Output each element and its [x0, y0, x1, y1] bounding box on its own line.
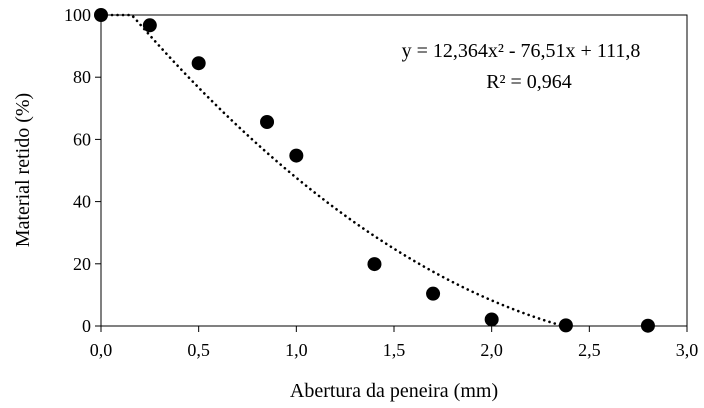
data-points — [94, 8, 655, 333]
y-axis-ticks: 0 20 40 60 80 100 — [64, 5, 101, 336]
y-axis-title: Material retido (%) — [12, 93, 34, 247]
x-tick-label: 1,0 — [285, 340, 308, 360]
y-tick-label: 100 — [64, 5, 91, 25]
x-tick-label: 2,0 — [480, 340, 503, 360]
data-point — [94, 8, 108, 22]
x-tick-label: 1,5 — [383, 340, 406, 360]
x-axis-title: Abertura da peneira (mm) — [290, 380, 498, 402]
data-point — [191, 56, 206, 71]
y-tick-label: 60 — [73, 129, 91, 149]
trendline — [99, 13, 562, 327]
y-tick-label: 20 — [73, 254, 91, 274]
x-tick-label: 3,0 — [676, 340, 699, 360]
data-point — [426, 286, 441, 301]
y-tick-label: 0 — [82, 316, 91, 336]
data-point — [558, 318, 573, 333]
x-tick-label: 0,5 — [187, 340, 210, 360]
data-point — [260, 114, 275, 129]
equation-label: y = 12,364x² - 76,51x + 111,8 — [402, 40, 641, 62]
x-axis-ticks: 0,0 0,5 1,0 1,5 2,0 2,5 3,0 — [90, 326, 699, 360]
x-tick-label: 0,0 — [90, 340, 113, 360]
x-tick-label: 2,5 — [578, 340, 601, 360]
y-tick-label: 40 — [73, 192, 91, 212]
data-point — [289, 148, 304, 163]
data-point — [484, 312, 499, 327]
data-point — [367, 257, 382, 272]
data-point — [142, 18, 157, 33]
r2-label: R² = 0,964 — [486, 71, 572, 93]
data-point — [640, 318, 655, 333]
y-tick-label: 80 — [73, 67, 91, 87]
